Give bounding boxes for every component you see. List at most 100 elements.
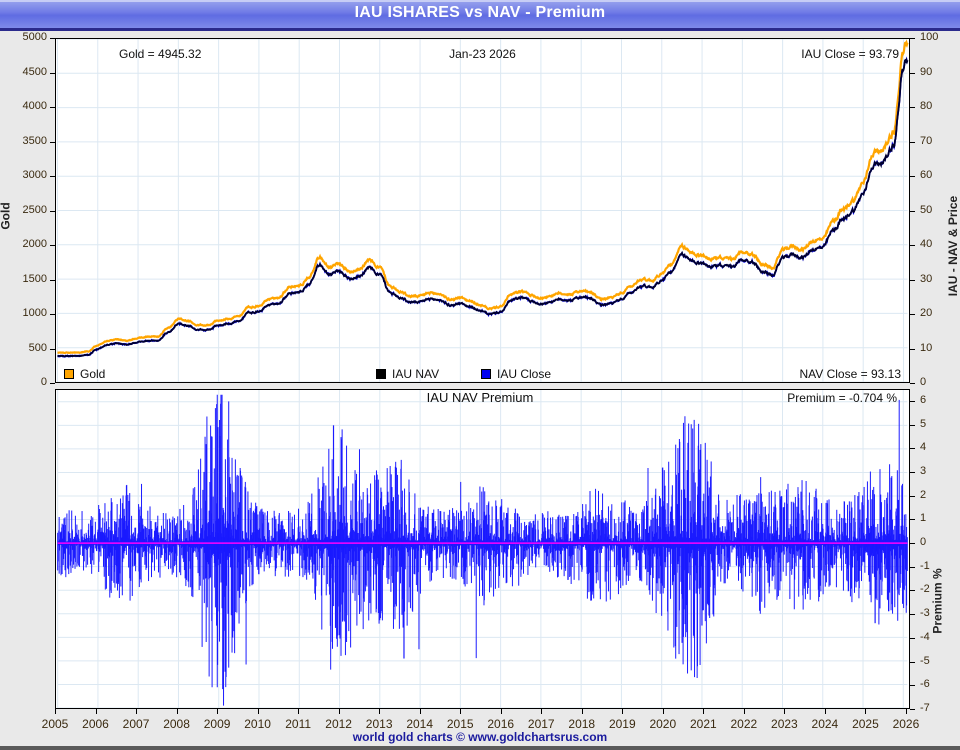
axis-tick-mark [910,614,915,615]
axis-tick-mark [298,709,299,714]
axis-tick-mark [55,709,56,714]
axis-tick-mark [910,107,915,108]
axis-tick-mark [703,709,704,714]
axis-tick-mark [910,38,915,39]
axis-tick-mark [50,142,55,143]
x-axis-tick: 2011 [276,717,320,731]
axis-tick: 4500 [7,66,47,78]
axis-tick: 90 [920,66,960,78]
axis-tick: 4 [920,441,960,453]
x-axis-tick: 2008 [155,717,199,731]
annotation-nav-close: NAV Close = 93.13 [799,367,901,381]
axis-tick: 2 [920,489,960,501]
x-axis-tick: 2018 [560,717,604,731]
axis-tick-mark [865,709,866,714]
nav-swatch-icon [376,369,386,379]
x-axis-tick: 2021 [681,717,725,731]
axis-tick: 60 [920,169,960,181]
axis-tick-mark [258,709,259,714]
axis-tick-mark [910,280,915,281]
axis-tick-mark [910,496,915,497]
axis-tick: 500 [7,342,47,354]
axis-tick: -6 [920,678,960,690]
axis-tick-mark [744,709,745,714]
legend-item-iau-nav[interactable]: IAU NAV [376,367,439,381]
top-series [56,39,909,382]
axis-tick: -3 [920,607,960,619]
legend-item-gold[interactable]: Gold [64,367,105,381]
gold-price-plot: Gold = 4945.32 Jan-23 2026 IAU Close = 9… [55,38,910,383]
footer-credit: world gold charts © www.goldchartsrus.co… [0,730,960,744]
x-axis-tick: 2013 [357,717,401,731]
x-axis-tick: 2014 [398,717,442,731]
legend-label-iau-close: IAU Close [497,367,551,381]
axis-tick: 5 [920,418,960,430]
axis-tick-mark [50,38,55,39]
axis-tick-mark [339,709,340,714]
x-axis-tick: 2017 [519,717,563,731]
x-axis-tick: 2005 [33,717,77,731]
axis-tick-mark [825,709,826,714]
axis-tick: 40 [920,238,960,250]
x-axis-tick: 2006 [74,717,118,731]
axis-tick-mark [910,590,915,591]
axis-tick-mark [910,543,915,544]
axis-tick: -5 [920,655,960,667]
close-swatch-icon [481,369,491,379]
premium-plot [55,389,910,709]
x-axis-tick: 2026 [884,717,928,731]
x-axis-tick: 2016 [479,717,523,731]
x-axis-tick: 2022 [722,717,766,731]
axis-tick-mark [501,709,502,714]
axis-tick-mark [50,349,55,350]
axis-tick-mark [217,709,218,714]
axis-tick: -4 [920,631,960,643]
axis-tick-mark [910,425,915,426]
axis-tick-mark [910,519,915,520]
x-axis-tick: 2025 [843,717,887,731]
window-title-bar: IAU ISHARES vs NAV - Premium [0,0,960,31]
axis-tick-mark [910,176,915,177]
axis-tick: 1000 [7,307,47,319]
axis-tick-mark [910,472,915,473]
x-axis-tick: 2010 [236,717,280,731]
axis-tick: 1500 [7,273,47,285]
bottom-bar [0,746,960,750]
axis-tick: 3 [920,465,960,477]
axis-tick-mark [663,709,664,714]
axis-tick-mark [910,685,915,686]
axis-tick-mark [379,709,380,714]
axis-tick-mark [910,314,915,315]
x-axis-tick: 2007 [114,717,158,731]
axis-tick-mark [541,709,542,714]
nav-close-text: NAV Close = 93.13 [799,367,901,381]
axis-tick: 4000 [7,100,47,112]
chart-legend: Gold IAU NAV IAU Close NAV Close = 93.13 [56,367,909,383]
x-axis-tick: 2012 [317,717,361,731]
axis-tick: 0 [920,536,960,548]
premium-series [56,390,909,708]
annotation-date: Jan-23 2026 [56,47,909,61]
x-axis-tick: 2019 [600,717,644,731]
page-title: IAU ISHARES vs NAV - Premium [0,4,960,22]
axis-tick-mark [50,314,55,315]
axis-tick-mark [910,401,915,402]
x-axis-tick: 2015 [438,717,482,731]
legend-label-gold: Gold [80,367,105,381]
axis-tick-mark [177,709,178,714]
axis-tick: 3500 [7,135,47,147]
axis-tick-mark [50,73,55,74]
axis-tick-mark [582,709,583,714]
annotation-iau-close: IAU Close = 93.79 [801,47,899,61]
axis-tick: 0 [920,376,960,388]
axis-tick-mark [460,709,461,714]
axis-tick-mark [50,383,55,384]
x-axis-tick: 2023 [762,717,806,731]
axis-tick: -2 [920,583,960,595]
legend-item-iau-close[interactable]: IAU Close [481,367,551,381]
axis-tick-mark [906,709,907,714]
chart-canvas: Gold = 4945.32 Jan-23 2026 IAU Close = 9… [0,34,960,750]
legend-label-iau-nav: IAU NAV [392,367,439,381]
axis-tick: 2000 [7,238,47,250]
axis-tick-mark [910,448,915,449]
